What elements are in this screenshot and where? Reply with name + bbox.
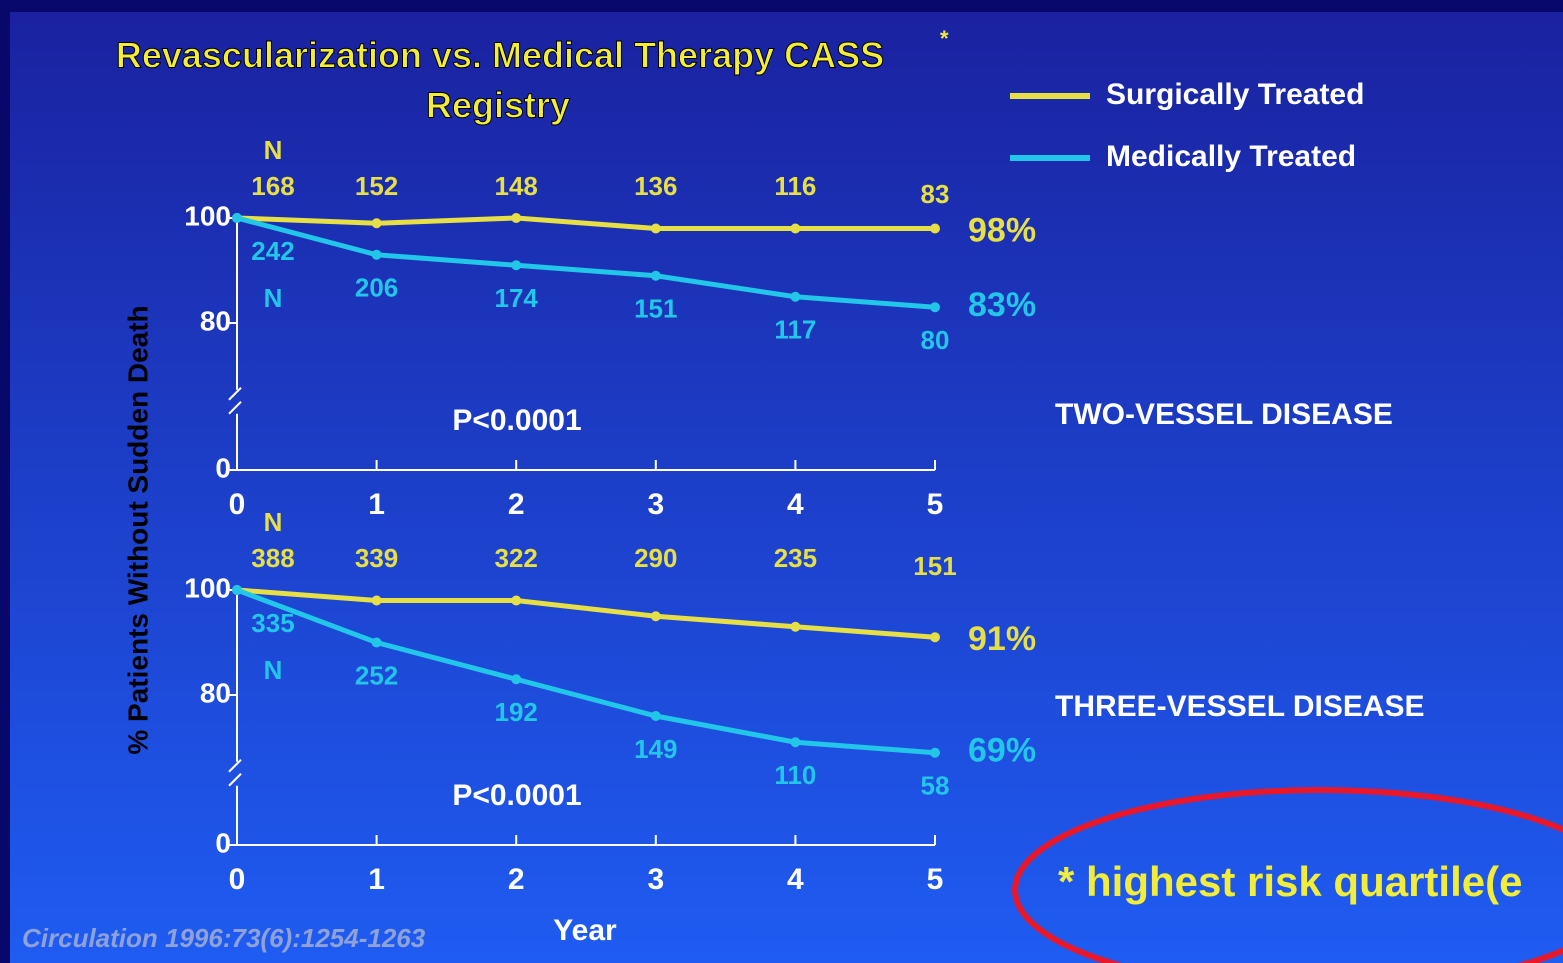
highlight-ellipse	[1012, 787, 1563, 963]
title: Revascularization vs. Medical Therapy CA…	[116, 35, 884, 76]
data-point	[790, 737, 801, 748]
y-tick-label: 100	[184, 572, 231, 603]
data-point	[511, 595, 522, 606]
end-label: 91%	[968, 620, 1036, 658]
n-label: 192	[495, 697, 538, 727]
y-tick-label: 80	[200, 677, 231, 708]
n-label: 290	[634, 543, 677, 573]
x-tick-label: 2	[508, 863, 525, 896]
n-title: N	[264, 507, 283, 537]
n-label: 235	[774, 543, 817, 573]
n-label: 152	[355, 171, 398, 201]
end-label: 69%	[968, 732, 1036, 770]
n-label: 148	[495, 171, 538, 201]
y-tick-label: 0	[215, 452, 231, 483]
axis-break	[228, 759, 242, 787]
n-label: 252	[355, 660, 398, 690]
x-tick-label: 3	[647, 488, 664, 521]
data-point	[930, 747, 940, 758]
n-label: 168	[251, 171, 294, 201]
title-line: Registry	[426, 85, 570, 126]
data-point	[650, 223, 661, 234]
p-value: P<0.0001	[452, 779, 581, 812]
y-tick-label: 80	[200, 305, 231, 336]
data-point	[232, 213, 242, 223]
citation: Circulation 1996:73(6):1254-1263	[22, 923, 426, 953]
n-label: 388	[251, 543, 294, 573]
data-point	[790, 291, 801, 302]
x-tick-label: 4	[787, 488, 804, 521]
x-axis-label: Year	[553, 914, 617, 947]
series-line	[236, 215, 935, 231]
end-label: 98%	[968, 211, 1036, 249]
series-line	[236, 587, 936, 756]
x-tick-label: 5	[927, 863, 944, 896]
end-label: 83%	[968, 286, 1036, 324]
data-point	[371, 595, 382, 606]
n-label: 117	[774, 315, 816, 345]
data-point	[790, 223, 801, 234]
data-point	[371, 218, 382, 229]
panel-label: TWO-VESSEL DISEASE	[1055, 398, 1393, 431]
data-point	[232, 585, 242, 595]
axis-break	[228, 387, 242, 415]
legend-label: Medically Treated	[1106, 140, 1356, 173]
n-title: N	[264, 655, 283, 685]
p-value: P<0.0001	[452, 404, 581, 437]
data-point	[511, 213, 522, 223]
n-label: 151	[634, 294, 677, 324]
series-line	[236, 587, 936, 640]
legend-label: Surgically Treated	[1106, 78, 1364, 111]
data-point	[650, 270, 661, 281]
data-point	[371, 637, 382, 648]
series-line	[236, 215, 936, 310]
n-label: 206	[355, 273, 398, 303]
data-point	[930, 632, 940, 643]
data-point	[511, 674, 522, 685]
n-label: 149	[634, 734, 677, 764]
x-tick-label: 0	[229, 863, 246, 896]
footnote: * highest risk quartile(e	[1058, 858, 1522, 905]
x-tick-label: 1	[368, 488, 385, 521]
data-point	[650, 711, 661, 721]
x-tick-label: 0	[229, 488, 246, 521]
n-label: 116	[774, 171, 816, 201]
y-tick-label: 100	[184, 200, 231, 231]
data-point	[371, 249, 382, 260]
y-axis-label: % Patients Without Sudden Death	[122, 305, 153, 754]
n-title: N	[264, 283, 283, 313]
data-point	[511, 260, 522, 271]
n-label: 335	[251, 608, 294, 638]
x-tick-label: 3	[647, 863, 664, 896]
data-point	[930, 223, 940, 234]
x-tick-label: 5	[927, 488, 944, 521]
n-label: 83	[921, 179, 950, 209]
n-label: 339	[355, 543, 398, 573]
x-tick-label: 1	[368, 863, 385, 896]
n-label: 151	[913, 551, 956, 581]
title-note: *	[940, 26, 949, 51]
n-label: 110	[774, 760, 816, 790]
n-label: 80	[921, 325, 950, 355]
n-label: 58	[921, 771, 950, 801]
x-tick-label: 4	[787, 863, 804, 896]
data-point	[650, 611, 661, 622]
x-tick-label: 2	[508, 488, 525, 521]
n-title: N	[264, 135, 283, 165]
y-tick-label: 0	[215, 827, 231, 858]
n-label: 174	[495, 283, 539, 313]
background	[10, 12, 1563, 963]
data-point	[790, 621, 801, 632]
panel-label: THREE-VESSEL DISEASE	[1055, 690, 1425, 723]
n-label: 322	[495, 543, 538, 573]
data-point	[930, 302, 940, 313]
n-label: 136	[634, 171, 677, 201]
n-label: 242	[251, 236, 294, 266]
